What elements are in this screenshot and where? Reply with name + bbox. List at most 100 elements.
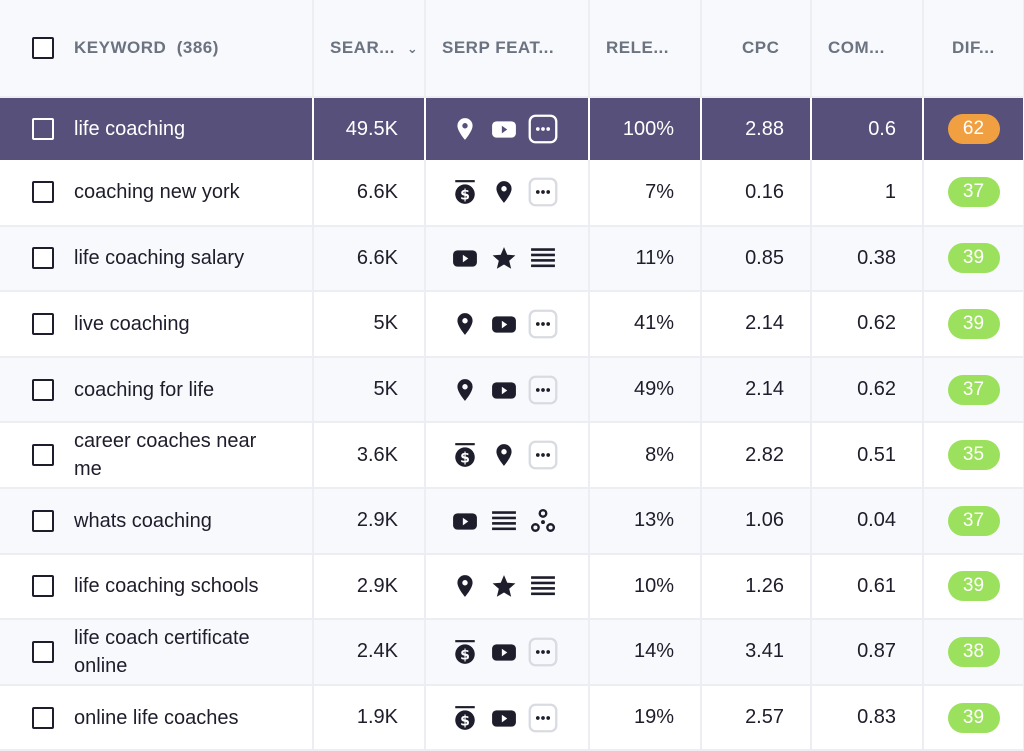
relevance-cell: 11%	[589, 225, 702, 293]
keyword-link[interactable]: life coaching salary	[74, 247, 245, 270]
difficulty-badge: 39	[947, 243, 1000, 274]
keyword-link[interactable]: career coaches near me	[74, 430, 257, 481]
keyword-link[interactable]: coaching new york	[74, 181, 240, 204]
competition-cell: 0.38	[811, 225, 924, 293]
more-icon[interactable]	[523, 440, 562, 470]
row-checkbox[interactable]	[32, 118, 54, 140]
location-pin-icon[interactable]	[485, 177, 524, 207]
difficulty-cell: 37	[923, 160, 1024, 227]
keyword-column-header[interactable]: KEYWORD (386)	[0, 0, 314, 98]
youtube-icon[interactable]	[446, 506, 485, 536]
more-icon[interactable]	[523, 114, 562, 144]
ads-top-icon[interactable]: $	[446, 703, 485, 733]
keyword-cell[interactable]: life coaching	[0, 97, 314, 160]
location-pin-icon[interactable]	[446, 375, 485, 405]
serp-header-label: SERP FEAT...	[442, 38, 555, 57]
difficulty-column-header[interactable]: DIF...	[923, 0, 1024, 98]
serp-features-cell: $	[425, 160, 590, 227]
difficulty-badge: 37	[947, 177, 1000, 208]
search-volume-cell: 6.6K	[313, 225, 426, 293]
keyword-link[interactable]: online life coaches	[74, 706, 239, 729]
row-checkbox[interactable]	[32, 247, 54, 270]
table-header: KEYWORD (386) SEAR... ⌄ SERP FEAT... RELE…	[0, 0, 1024, 98]
table-row[interactable]: life coaching salary 6.6K 11% 0.85 0.38 …	[0, 225, 1024, 293]
star-icon[interactable]	[485, 243, 524, 273]
more-icon[interactable]	[523, 637, 562, 667]
youtube-icon[interactable]	[485, 309, 524, 339]
row-checkbox[interactable]	[32, 444, 54, 467]
cpc-column-header[interactable]: CPC	[701, 0, 812, 98]
keyword-cell[interactable]: life coach certificate online	[0, 619, 314, 686]
serp-features-cell	[425, 225, 590, 293]
youtube-icon[interactable]	[485, 637, 524, 667]
select-all-checkbox[interactable]	[32, 37, 54, 59]
youtube-icon[interactable]	[485, 375, 524, 405]
relevance-cell: 100%	[589, 97, 702, 160]
keyword-cell[interactable]: life coaching salary	[0, 225, 314, 293]
location-pin-icon[interactable]	[446, 114, 485, 144]
search-volume-cell: 2.4K	[313, 619, 426, 686]
search-volume-cell: 6.6K	[313, 160, 426, 227]
keyword-cell[interactable]: life coaching schools	[0, 553, 314, 621]
youtube-icon[interactable]	[485, 703, 524, 733]
star-icon[interactable]	[485, 571, 524, 601]
table-row[interactable]: coaching for life 5K 49% 2.14 0.62 37	[0, 356, 1024, 424]
row-checkbox[interactable]	[32, 706, 54, 729]
table-row[interactable]: online life coaches 1.9K $ 19% 2.57 0.83…	[0, 684, 1024, 751]
search-volume-cell: 5K	[313, 291, 426, 358]
keyword-link[interactable]: life coaching schools	[74, 575, 259, 598]
more-icon[interactable]	[523, 309, 562, 339]
chevron-down-icon[interactable]: ⌄	[406, 41, 419, 56]
difficulty-cell: 35	[923, 422, 1024, 489]
ads-top-icon[interactable]: $	[446, 177, 485, 207]
serp-features-cell	[425, 97, 590, 160]
row-checkbox[interactable]	[32, 640, 54, 663]
table-row[interactable]: career coaches near me 3.6K $ 8% 2.82 0.…	[0, 422, 1024, 489]
cpc-cell: 2.88	[701, 97, 812, 160]
knowledge-graph-icon[interactable]	[523, 506, 562, 536]
keyword-cell[interactable]: online life coaches	[0, 684, 314, 751]
row-checkbox[interactable]	[32, 509, 54, 532]
keyword-cell[interactable]: live coaching	[0, 291, 314, 358]
difficulty-cell: 38	[923, 619, 1024, 686]
table-row[interactable]: coaching new york 6.6K $ 7% 0.16 1 37	[0, 160, 1024, 227]
competition-column-header[interactable]: COM...	[811, 0, 924, 98]
table-row[interactable]: life coach certificate online 2.4K $ 14%…	[0, 619, 1024, 686]
keyword-header-label: KEYWORD	[74, 38, 167, 57]
table-row[interactable]: life coaching 49.5K 100% 2.88 0.6 62	[0, 97, 1024, 160]
table-row[interactable]: live coaching 5K 41% 2.14 0.62 39	[0, 291, 1024, 358]
keyword-cell[interactable]: coaching new york	[0, 160, 314, 227]
keyword-link[interactable]: life coach certificate online	[74, 626, 250, 677]
serp-features-cell: $	[425, 684, 590, 751]
list-icon[interactable]	[523, 571, 562, 601]
relevance-column-header[interactable]: RELE...	[589, 0, 702, 98]
keyword-link[interactable]: whats coaching	[74, 509, 212, 532]
search-volume-column-header[interactable]: SEAR... ⌄	[313, 0, 426, 98]
list-icon[interactable]	[523, 243, 562, 273]
row-checkbox[interactable]	[32, 312, 54, 335]
table-row[interactable]: whats coaching 2.9K 13% 1.06 0.04 37	[0, 487, 1024, 555]
keyword-link[interactable]: life coaching	[74, 118, 186, 140]
row-checkbox[interactable]	[32, 575, 54, 598]
youtube-icon[interactable]	[446, 243, 485, 273]
more-icon[interactable]	[523, 375, 562, 405]
keyword-link[interactable]: coaching for life	[74, 378, 215, 401]
keyword-link[interactable]: live coaching	[74, 312, 190, 335]
serp-features-column-header[interactable]: SERP FEAT...	[425, 0, 590, 98]
row-checkbox[interactable]	[32, 378, 54, 401]
location-pin-icon[interactable]	[446, 309, 485, 339]
row-checkbox[interactable]	[32, 181, 54, 204]
more-icon[interactable]	[523, 703, 562, 733]
list-icon[interactable]	[485, 506, 524, 536]
location-pin-icon[interactable]	[446, 571, 485, 601]
keyword-cell[interactable]: coaching for life	[0, 356, 314, 424]
table-row[interactable]: life coaching schools 2.9K 10% 1.26 0.61…	[0, 553, 1024, 621]
youtube-icon[interactable]	[485, 114, 524, 144]
ads-top-icon[interactable]: $	[446, 637, 485, 667]
more-icon[interactable]	[523, 177, 562, 207]
difficulty-badge: 39	[947, 702, 1000, 733]
ads-top-icon[interactable]: $	[446, 440, 485, 470]
keyword-cell[interactable]: career coaches near me	[0, 422, 314, 489]
keyword-cell[interactable]: whats coaching	[0, 487, 314, 555]
location-pin-icon[interactable]	[485, 440, 524, 470]
